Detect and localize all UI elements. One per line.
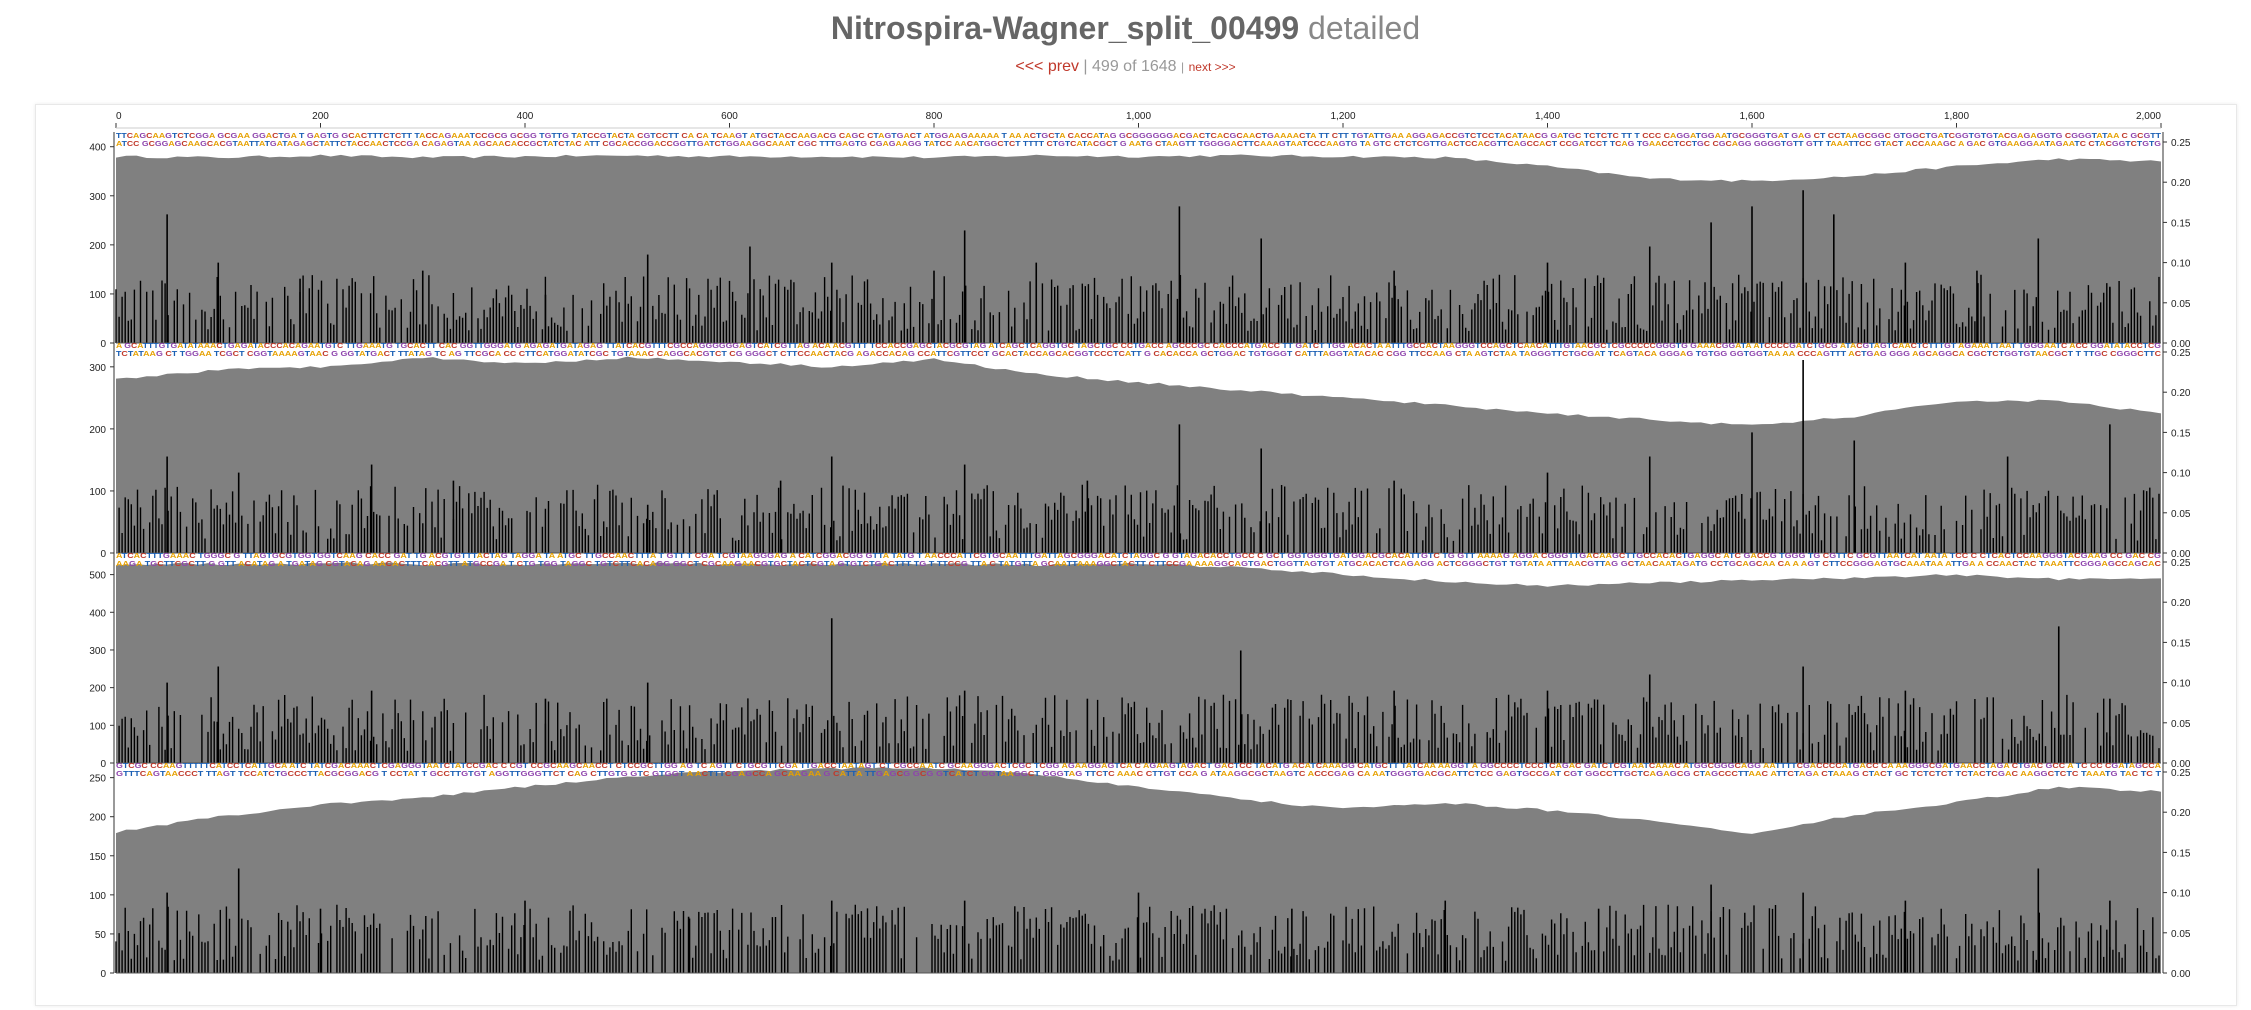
title-suffix: detailed	[1308, 10, 1421, 46]
y-tick-label: 250	[89, 774, 106, 785]
y-tick-label: 100	[89, 721, 106, 732]
y-tick-label: 200	[89, 425, 106, 436]
y-tick-label: 400	[89, 608, 106, 619]
x-tick-label: 1,600	[1739, 111, 1764, 122]
y-tick-label: 500	[89, 571, 106, 582]
separator: |	[1083, 58, 1088, 75]
x-tick-label: 400	[517, 111, 534, 122]
sample-track: 250 200 150 100 50 0 0.25 0.20 0.15 0.10 0.05 0.00 G…	[89, 762, 2191, 980]
separator: |	[1181, 60, 1185, 74]
chart-panel: 0 200 400 600 800 1,000 1,200 1,400 1,600 1,800 2,…	[35, 104, 2237, 1006]
page-title: Nitrospira-Wagner_split_00499 detailed	[0, 10, 2251, 47]
nucleotide-row: G TTTC A G TA A C C C T TTA G T TC C ATC TG C C C TTA C G C G G…	[116, 771, 2162, 778]
y-tick-label: 0	[100, 549, 106, 560]
y2-tick-label: 0.10	[2171, 469, 2191, 480]
sample-track: 500 400 300 200 100 0 0.25 0.20 0.15 0.10 0.05 0.00…	[89, 552, 2191, 770]
y2-tick-label: 0.15	[2171, 428, 2191, 439]
coverage-area	[116, 767, 2161, 973]
coverage-chart: 0 200 400 600 800 1,000 1,200 1,400 1,600 1,800 2,…	[89, 111, 2191, 980]
nucleotide-row: GTCGC CCAAGTTTTTCATCCTCATTGCA ATC TATCGA…	[116, 763, 2161, 770]
prev-link[interactable]: <<< prev	[1015, 58, 1079, 75]
y-tick-label: 100	[89, 290, 106, 301]
y2-tick-label: 0.00	[2171, 549, 2191, 560]
y2-tick-label: 0.15	[2171, 638, 2191, 649]
x-tick-label: 600	[721, 111, 738, 122]
y2-tick-label: 0.10	[2171, 259, 2191, 270]
x-tick-label: 1,000	[1126, 111, 1151, 122]
y-tick-label: 100	[89, 487, 106, 498]
y-tick-label: 0	[100, 339, 106, 350]
y-tick-label: 200	[89, 813, 106, 824]
y2-tick-label: 0.20	[2171, 598, 2191, 609]
x-tick-label: 2,000	[2136, 111, 2161, 122]
y2-tick-label: 0.05	[2171, 719, 2191, 730]
y-tick-label: 200	[89, 241, 106, 252]
y2-tick-label: 0.15	[2171, 218, 2191, 229]
y2-tick-label: 0.25	[2171, 138, 2191, 149]
nucleotide-row: TCTATAAG CT TGGAA TCGCT CGGTAAAAGTAAC G …	[116, 351, 2161, 358]
y2-tick-label: 0.20	[2171, 808, 2191, 819]
pagination: <<< prev | 499 of 1648 | next >>>	[0, 58, 2251, 76]
y2-tick-label: 0.25	[2171, 768, 2191, 779]
y2-tick-label: 0.25	[2171, 348, 2191, 359]
x-tick-label: 800	[926, 111, 943, 122]
y-tick-label: 0	[100, 759, 106, 770]
y2-tick-label: 0.05	[2171, 509, 2191, 520]
y2-tick-label: 0.20	[2171, 388, 2191, 399]
y-tick-label: 0	[100, 969, 106, 980]
nucleotide-row: TTCAGCAAGTCTCGGA GCGAA GGACTGA T GAGTG G…	[116, 133, 2162, 140]
y2-tick-label: 0.05	[2171, 299, 2191, 310]
nucleotide-row: A GCATTTGTGATATAAACTGAGATACCCACAGAATGTC …	[116, 343, 2162, 350]
sample-track: 400 300 200 100 0 0.25 0.20 0.15 0.10 0.05 0.00 TTC…	[89, 132, 2191, 350]
y2-tick-label: 0.20	[2171, 178, 2191, 189]
y2-tick-label: 0.00	[2171, 759, 2191, 770]
y-tick-label: 150	[89, 852, 106, 863]
y2-tick-label: 0.10	[2171, 679, 2191, 690]
y-tick-label: 300	[89, 363, 106, 374]
y-tick-label: 200	[89, 684, 106, 695]
y2-tick-label: 0.00	[2171, 339, 2191, 350]
split-name: Nitrospira-Wagner_split_00499	[830, 10, 1300, 46]
y2-tick-label: 0.15	[2171, 848, 2191, 859]
sample-track: 300 200 100 0 0.25 0.20 0.15 0.10 0.05 0.00 A GCAT…	[89, 342, 2191, 560]
y-tick-label: 300	[89, 192, 106, 203]
y-tick-label: 300	[89, 646, 106, 657]
variability-bars	[115, 274, 2160, 343]
y-tick-label: 400	[89, 143, 106, 154]
x-tick-label: 200	[312, 111, 329, 122]
next-link[interactable]: next >>>	[1188, 60, 1236, 74]
position-text: 499 of 1648	[1092, 58, 1177, 75]
x-tick-label: 1,800	[1944, 111, 1969, 122]
variability-bars	[118, 694, 2160, 763]
y2-tick-label: 0.05	[2171, 929, 2191, 940]
y2-tick-label: 0.25	[2171, 558, 2191, 569]
nucleotide-row: ATCACTTTGAAAC TGGGC G TTAGTGCGTGGTGGTCAA…	[116, 553, 2162, 560]
nucleotide-row: ATCC GCGGAGCAAGCACGTAATTATGATAGAGCTATTCT…	[116, 141, 2162, 148]
y2-tick-label: 0.10	[2171, 889, 2191, 900]
x-tick-label: 1,200	[1330, 111, 1355, 122]
x-tick-label: 1,400	[1535, 111, 1560, 122]
y-tick-label: 50	[95, 930, 107, 941]
variability-bars	[115, 904, 2160, 973]
variability-bars	[118, 484, 2160, 553]
nucleotide-row: AAG A TG CTTCG CTT G G TT ACATAG A TG ATAG CG…	[116, 561, 2161, 568]
y-tick-label: 100	[89, 891, 106, 902]
x-tick-label: 0	[116, 111, 122, 122]
y2-tick-label: 0.00	[2171, 969, 2191, 980]
